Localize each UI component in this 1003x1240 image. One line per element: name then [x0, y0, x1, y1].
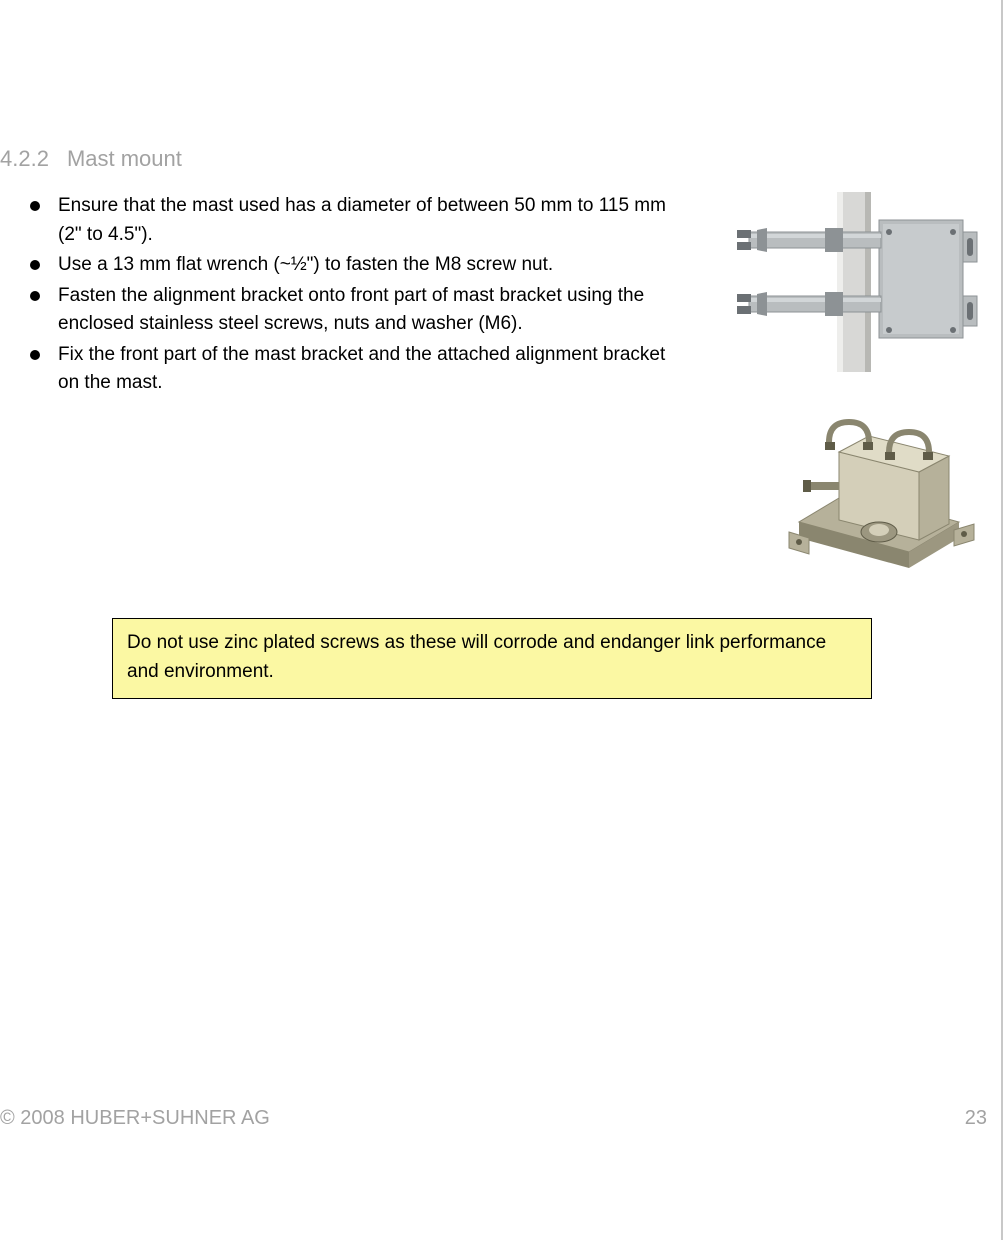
instruction-list: Ensure that the mast used has a diameter… — [0, 192, 680, 400]
mast-bracket-illustration-icon — [729, 192, 979, 372]
figure-column — [729, 192, 979, 582]
page-number: 23 — [965, 1107, 987, 1130]
list-item: Fix the front part of the mast bracket a… — [28, 341, 680, 398]
list-item: Ensure that the mast used has a diameter… — [28, 192, 680, 249]
section-heading: 4.2.2 Mast mount — [0, 146, 182, 172]
warning-text: Do not use zinc plated screws as these w… — [127, 632, 826, 682]
alignment-bracket-illustration-icon — [759, 412, 979, 582]
figure-alignment-bracket — [759, 412, 979, 582]
warning-box: Do not use zinc plated screws as these w… — [112, 618, 872, 699]
section-number: 4.2.2 — [0, 146, 49, 172]
page-footer: © 2008 HUBER+SUHNER AG 23 — [0, 1107, 993, 1130]
list-item: Fasten the alignment bracket onto front … — [28, 282, 680, 339]
copyright-text: © 2008 HUBER+SUHNER AG — [0, 1107, 270, 1130]
figure-mast-bracket-on-pole — [729, 192, 979, 372]
document-page: 4.2.2 Mast mount Ensure that the mast us… — [0, 0, 1003, 1240]
list-item: Use a 13 mm flat wrench (~½") to fasten … — [28, 251, 680, 280]
section-title: Mast mount — [67, 146, 182, 172]
